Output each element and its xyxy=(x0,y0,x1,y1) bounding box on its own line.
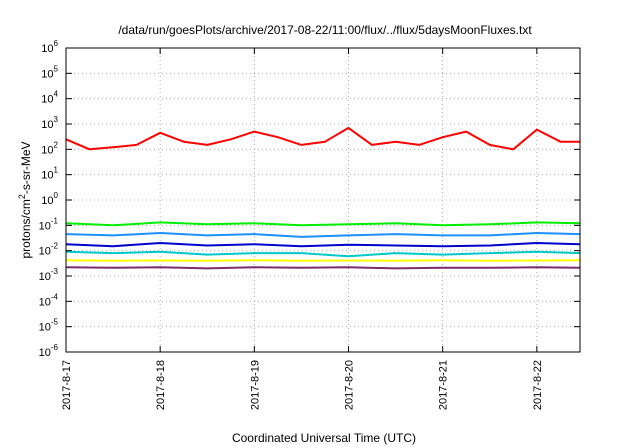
x-tick-labels: 2017-8-17 2017-8-18 2017-8-19 2017-8-20 2017… xyxy=(61,360,544,410)
y-axis-label: protons/cm2-s-sr-MeV xyxy=(17,141,33,258)
series-line xyxy=(65,232,581,238)
x-tick-label: 2017-8-18 xyxy=(155,360,167,410)
x-tick-label: 2017-8-20 xyxy=(344,360,356,410)
series-line xyxy=(65,221,581,227)
y-tick-label: 10-6 xyxy=(39,343,59,359)
series-line xyxy=(65,266,581,270)
series-line xyxy=(65,242,581,248)
series-layer xyxy=(65,126,581,270)
x-tick-label: 2017-8-17 xyxy=(61,360,73,410)
y-tick-label: 10-4 xyxy=(39,292,59,308)
axis-ticks xyxy=(65,47,580,353)
y-tick-label: 102 xyxy=(41,140,58,156)
series-line xyxy=(65,126,580,151)
y-tick-label: 10-5 xyxy=(39,318,59,334)
y-tick-label: 100 xyxy=(41,191,58,207)
x-tick-label: 2017-8-22 xyxy=(532,360,544,410)
y-tick-label: 106 xyxy=(41,39,58,55)
y-tick-label: 103 xyxy=(41,115,58,131)
y-tick-label: 101 xyxy=(41,166,58,182)
x-axis-label: Coordinated Universal Time (UTC) xyxy=(232,431,416,445)
grid-lines xyxy=(66,48,580,352)
y-tick-labels: 10-6 10-5 10-4 10-3 10-2 10-1 100 101 102 103 104 1… xyxy=(39,39,59,359)
y-tick-label: 10-2 xyxy=(39,242,59,258)
x-tick-label: 2017-8-19 xyxy=(249,360,261,410)
chart-title: /data/run/goesPlots/archive/2017-08-22/1… xyxy=(118,23,532,37)
series-line xyxy=(65,259,581,262)
y-tick-label: 10-3 xyxy=(39,267,59,283)
x-tick-label: 2017-8-21 xyxy=(438,360,450,410)
y-tick-label: 105 xyxy=(41,64,58,80)
y-tick-label: 104 xyxy=(41,90,58,106)
series-line xyxy=(65,250,581,258)
y-tick-label: 10-1 xyxy=(39,216,59,232)
